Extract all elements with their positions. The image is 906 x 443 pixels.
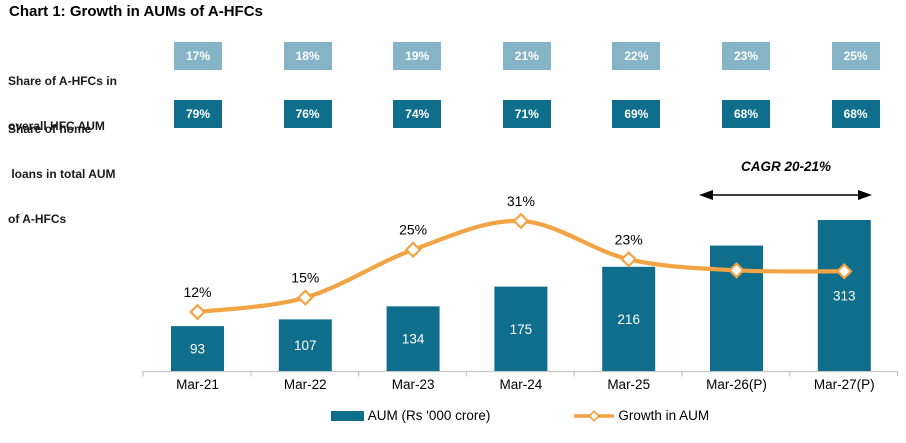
x-axis-label: Mar-22 bbox=[284, 377, 327, 392]
bar-value-label: 313 bbox=[833, 289, 856, 304]
bar-swatch-icon bbox=[330, 410, 364, 421]
share-ahfcs-badge: 19% bbox=[393, 42, 442, 70]
bar-value-label: 134 bbox=[402, 332, 425, 347]
x-axis-label: Mar-27(P) bbox=[814, 377, 875, 392]
bar-value-label: 216 bbox=[617, 312, 640, 327]
growth-value-label: 31% bbox=[507, 193, 535, 209]
bar-value-label: 107 bbox=[294, 338, 317, 353]
legend-item-aum: AUM (Rs '000 crore) bbox=[330, 408, 491, 423]
share-ahfcs-badge: 23% bbox=[722, 42, 770, 70]
chart-title: Chart 1: Growth in AUMs of A-HFCs bbox=[9, 3, 263, 20]
legend-item-growth: Growth in AUM bbox=[574, 408, 709, 423]
share-ahfcs-badge: 21% bbox=[502, 42, 551, 70]
aum-bar bbox=[602, 266, 656, 371]
diamond-marker-icon bbox=[189, 303, 206, 321]
share-ahfcs-badge: 22% bbox=[612, 42, 661, 70]
home-loans-badge: 79% bbox=[174, 100, 222, 128]
metric-label-line: overall HFC AUM bbox=[8, 119, 105, 133]
diamond-marker-icon bbox=[296, 289, 314, 306]
legend-growth-label: Growth in AUM bbox=[618, 408, 710, 423]
x-axis-label: Mar-24 bbox=[500, 377, 543, 392]
aum-bar bbox=[278, 319, 332, 371]
home-loans-badge: 76% bbox=[283, 100, 332, 128]
diamond-marker-icon bbox=[835, 262, 853, 280]
metric-label-line: loans in total AUM bbox=[8, 167, 116, 181]
x-axis-label: Mar-21 bbox=[176, 377, 219, 392]
home-loans-badge: 68% bbox=[831, 100, 880, 128]
metric-label-home-loans: Share of home loans in total AUM of A-HF… bbox=[8, 92, 116, 257]
growth-value-label: 12% bbox=[183, 284, 211, 300]
line-marker-icon bbox=[574, 409, 615, 422]
bar-value-label: 93 bbox=[190, 342, 205, 357]
home-loans-badge: 69% bbox=[612, 100, 661, 128]
growth-value-label: 23% bbox=[615, 231, 643, 247]
growth-value-label: 25% bbox=[399, 222, 427, 238]
aum-bar bbox=[817, 220, 871, 371]
home-loans-badge: 68% bbox=[722, 100, 770, 128]
diamond-marker-icon bbox=[620, 250, 638, 268]
home-loans-badge: 74% bbox=[393, 100, 442, 128]
metric-label-line: Share of home bbox=[8, 122, 92, 136]
share-ahfcs-badge: 25% bbox=[831, 42, 880, 70]
share-ahfcs-badge: 17% bbox=[174, 42, 222, 70]
metric-label-line: of A-HFCs bbox=[8, 212, 67, 226]
home-loans-badge: 71% bbox=[502, 100, 551, 128]
diamond-marker-icon bbox=[404, 241, 422, 259]
metric-label-share-ahfcs: Share of A-HFCs in overall HFC AUM bbox=[8, 44, 117, 164]
metric-label-line: Share of A-HFCs in bbox=[8, 74, 117, 88]
aum-bar bbox=[171, 326, 224, 371]
x-axis-label: Mar-25 bbox=[607, 377, 650, 392]
diamond-marker-icon bbox=[512, 212, 530, 230]
legend-aum-label: AUM (Rs '000 crore) bbox=[367, 408, 491, 423]
diamond-marker-icon bbox=[728, 261, 745, 279]
bar-value-label: 175 bbox=[510, 322, 533, 337]
aum-bar bbox=[386, 306, 440, 371]
aum-bar bbox=[494, 286, 548, 371]
cagr-annotation: CAGR 20-21% bbox=[740, 159, 832, 174]
share-ahfcs-badge: 18% bbox=[283, 42, 332, 70]
x-axis-label: Mar-26(P) bbox=[706, 377, 767, 392]
x-axis-label: Mar-23 bbox=[392, 377, 435, 392]
growth-value-label: 15% bbox=[291, 270, 319, 286]
chart-legend: AUM (Rs '000 crore) Growth in AUM bbox=[140, 408, 900, 423]
